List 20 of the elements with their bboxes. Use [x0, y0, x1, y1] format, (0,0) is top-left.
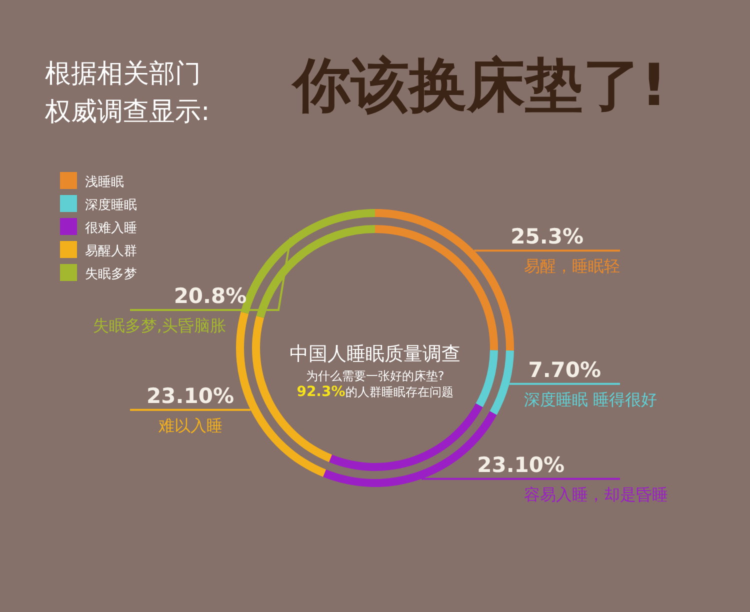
chart-title: 你该换床垫了!	[290, 51, 668, 119]
text: 中国人睡眠质量调查	[290, 343, 460, 365]
legend-label: 失眠多梦	[85, 267, 137, 282]
text: 为什么需要一张好的床垫?	[306, 369, 444, 383]
legend-label: 浅睡眠	[85, 175, 124, 190]
text: 7.70%	[528, 358, 602, 382]
legend-label: 很难入睡	[85, 221, 137, 236]
legend-label: 深度睡眠	[85, 197, 137, 213]
text: 23.10%	[146, 384, 234, 408]
chart-subtitle: 根据相关部门权威调查显示:	[44, 59, 210, 127]
text: 92.3%的人群睡眠存在问题	[296, 384, 454, 400]
text: 失眠多梦,头昏脑胀	[92, 316, 226, 335]
legend-label: 易醒人群	[85, 244, 137, 259]
text: 难以入睡	[157, 416, 222, 435]
text: 深度睡眠 睡得很好	[524, 390, 658, 409]
text: 25.3%	[510, 224, 584, 249]
text: 23.10%	[477, 452, 565, 477]
text: 容易入睡，却是昏睡	[524, 484, 668, 504]
text: 20.8%	[174, 284, 247, 308]
text: 易醒，睡眠轻	[524, 256, 620, 276]
